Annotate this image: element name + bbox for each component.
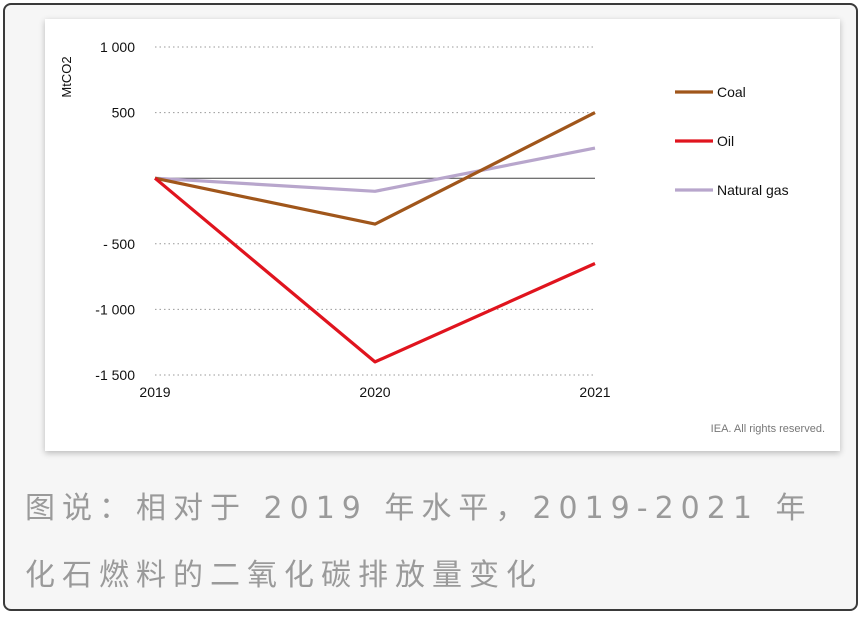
source-note: IEA. All rights reserved. xyxy=(711,423,825,435)
y-axis-ticks: 1 000 500 - 500 -1 000 -1 500 xyxy=(95,39,135,383)
legend-label: Coal xyxy=(717,84,746,100)
y-axis-label: MtCO2 xyxy=(59,56,74,97)
y-tick-label: 1 000 xyxy=(100,39,135,55)
y-tick-label: -1 500 xyxy=(95,367,135,383)
y-tick-label: -1 000 xyxy=(95,301,135,317)
image-frame: 1 000 500 - 500 -1 000 -1 500 2019 2020 2021 C… xyxy=(3,3,858,611)
caption-line-1: 图说：相对于 2019 年水平，2019-2021 年 xyxy=(25,491,813,526)
legend: Coal Oil Natural gas xyxy=(675,84,789,198)
series-line-natural-gas xyxy=(154,146,596,193)
line-chart: 1 000 500 - 500 -1 000 -1 500 2019 2020 2021 C… xyxy=(59,39,825,435)
x-axis-ticks: 2019 2020 2021 xyxy=(139,384,610,400)
x-tick-label: 2020 xyxy=(359,384,390,400)
series-line-oil xyxy=(153,176,596,364)
series-line-coal xyxy=(154,111,596,226)
legend-label: Natural gas xyxy=(717,182,789,198)
x-tick-label: 2021 xyxy=(579,384,610,400)
legend-label: Oil xyxy=(717,133,734,149)
y-tick-label: 500 xyxy=(112,105,136,121)
x-tick-label: 2019 xyxy=(139,384,170,400)
series-lines xyxy=(153,111,596,364)
chart-card: 1 000 500 - 500 -1 000 -1 500 2019 2020 2021 C… xyxy=(45,19,840,451)
y-tick-label: - 500 xyxy=(103,236,135,252)
gridlines xyxy=(155,46,595,376)
caption-line-2: 化石燃料的二氧化碳排放量变化 xyxy=(25,558,543,593)
